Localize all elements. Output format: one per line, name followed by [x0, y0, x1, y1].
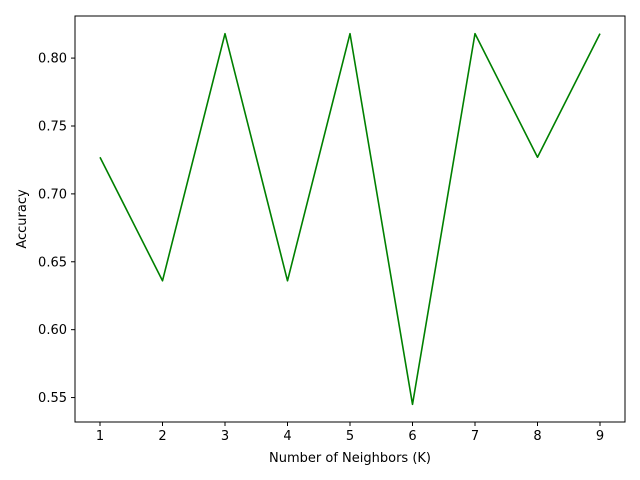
y-axis-label: Accuracy [15, 189, 30, 249]
x-tick-label: 7 [471, 429, 479, 444]
y-tick-label: 0.65 [38, 255, 67, 270]
x-axis: 1 2 3 4 5 6 7 8 9 [96, 422, 604, 444]
series-layer [99, 32, 601, 406]
plot-frame [74, 15, 626, 423]
x-tick-label: 2 [158, 429, 166, 444]
y-tick-label: 0.70 [38, 187, 67, 202]
x-tick-label: 8 [533, 429, 541, 444]
x-tick-label: 9 [596, 429, 604, 444]
x-tick-label: 6 [408, 429, 416, 444]
y-tick-label: 0.75 [38, 119, 67, 134]
accuracy-series-line [99, 32, 601, 406]
x-tick-label: 1 [96, 429, 104, 444]
y-tick-label: 0.80 [38, 52, 67, 67]
y-axis: 0.55 0.60 0.65 0.70 0.75 0.80 [38, 52, 75, 406]
x-tick-label: 4 [283, 429, 291, 444]
x-tick-label: 3 [221, 429, 229, 444]
x-axis-label: Number of Neighbors (K) [269, 451, 431, 466]
x-tick-label: 5 [346, 429, 354, 444]
y-tick-label: 0.60 [38, 323, 67, 338]
y-tick-label: 0.55 [38, 391, 67, 406]
